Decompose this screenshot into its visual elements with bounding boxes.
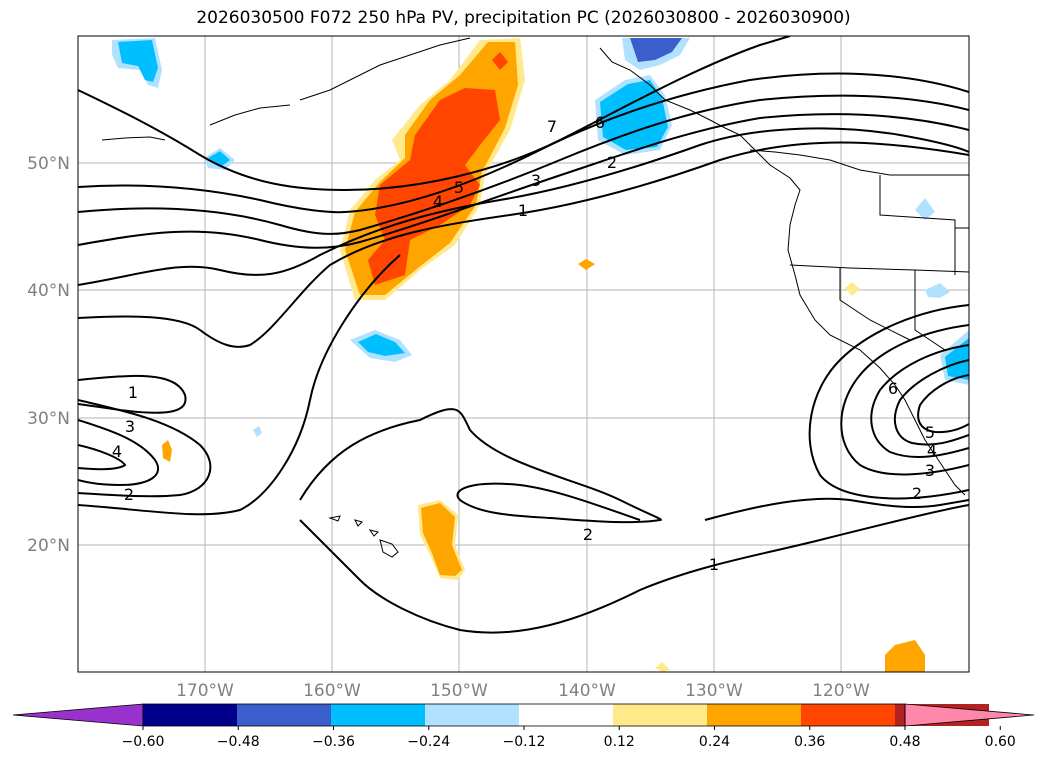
contour-labels: 7 6 5 4 3 2 1 1 3 4 2 2 1 6 5 4 3 2 xyxy=(112,113,937,574)
lat-label: 40°N xyxy=(27,281,70,301)
colorbar-swatch xyxy=(237,704,331,726)
contour-label: 7 xyxy=(547,117,557,136)
contour-label: 1 xyxy=(709,555,719,574)
colorbar-swatch xyxy=(613,704,707,726)
colorbar-tick-label: 0.24 xyxy=(699,734,730,750)
contour-label: 3 xyxy=(531,171,541,190)
colorbar-swatch xyxy=(707,704,801,726)
lat-label: 50°N xyxy=(27,154,70,174)
lon-label: 170°W xyxy=(176,681,234,701)
colorbar-swatch xyxy=(801,704,895,726)
colorbar-tick-label: 0.12 xyxy=(604,734,635,750)
contour-label: 1 xyxy=(128,383,138,402)
lon-labels: 170°W 160°W 150°W 140°W 130°W 120°W xyxy=(176,681,870,701)
colorbar-tick-label: 0.60 xyxy=(985,734,1016,750)
contour-label: 4 xyxy=(112,442,122,461)
precip-negative xyxy=(112,38,969,437)
contour-label: 3 xyxy=(125,417,135,436)
colorbar-swatch xyxy=(143,704,237,726)
contour-label: 5 xyxy=(454,178,464,197)
colorbar-tick-label: 0.36 xyxy=(794,734,825,750)
lon-label: 130°W xyxy=(685,681,743,701)
contour-label: 3 xyxy=(925,461,935,480)
lat-label: 20°N xyxy=(27,536,70,556)
contour-label: 4 xyxy=(927,441,937,460)
contour-label: 6 xyxy=(595,113,605,132)
contour-label: 2 xyxy=(912,484,922,503)
colorbar-tick-label: −0.60 xyxy=(122,734,165,750)
colorbar-tick-label: −0.24 xyxy=(407,734,450,750)
lon-label: 140°W xyxy=(558,681,616,701)
contour-label: 1 xyxy=(518,201,528,220)
coastlines xyxy=(101,37,969,558)
pv-contours xyxy=(78,36,969,634)
lon-label: 160°W xyxy=(303,681,361,701)
colorbar-tick-label: 0.48 xyxy=(889,734,920,750)
contour-label: 6 xyxy=(888,379,898,398)
colorbar-extend-min xyxy=(12,703,144,727)
colorbar-swatch xyxy=(331,704,425,726)
map-title: 2026030500 F072 250 hPa PV, precipitatio… xyxy=(196,8,851,28)
contour-label: 2 xyxy=(583,525,593,544)
colorbar-swatch xyxy=(425,704,519,726)
contour-label: 5 xyxy=(925,423,935,442)
lat-label: 30°N xyxy=(27,409,70,429)
colorbar-tick-label: −0.48 xyxy=(217,734,260,750)
colorbar: −0.60 −0.48 −0.36 −0.24 −0.12 0.12 0.24 0.36 0.4… xyxy=(12,703,1035,750)
colorbar-swatch xyxy=(519,704,613,726)
colorbar-tick-label: −0.36 xyxy=(312,734,355,750)
contour-label: 2 xyxy=(607,153,617,172)
lon-label: 150°W xyxy=(430,681,488,701)
lon-label: 120°W xyxy=(812,681,870,701)
colorbar-tick-label: −0.12 xyxy=(503,734,546,750)
map-panel xyxy=(78,36,969,672)
contour-label: 2 xyxy=(124,485,134,504)
lat-labels: 50°N 40°N 30°N 20°N xyxy=(27,154,70,556)
contour-label: 4 xyxy=(433,192,443,211)
map-border xyxy=(77,35,970,673)
